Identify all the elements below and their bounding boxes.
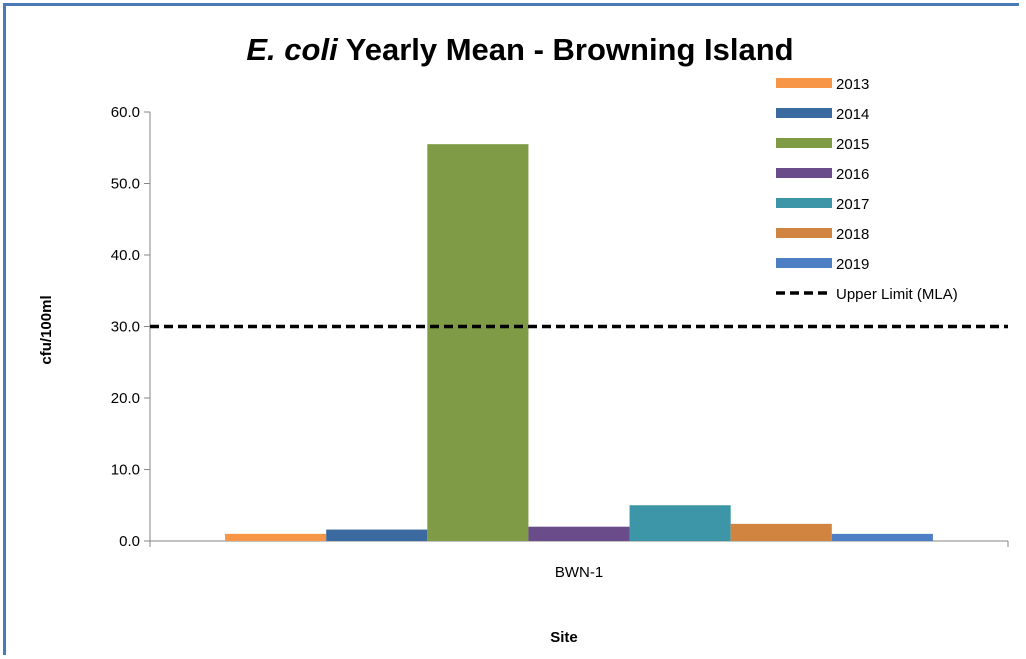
bar-2013: [225, 533, 327, 541]
legend-swatch-2018: [776, 228, 832, 238]
y-tick-label: 50.0: [111, 176, 140, 193]
bar-2015: [427, 144, 529, 542]
legend-swatch-2016: [776, 168, 832, 178]
legend-swatch-2013: [776, 78, 832, 88]
legend-label-2013: 2013: [836, 76, 869, 93]
y-tick-label: 60.0: [111, 104, 140, 121]
y-tick-label: 10.0: [111, 462, 140, 479]
y-tick-label: 30.0: [111, 319, 140, 336]
bar-2016: [528, 526, 630, 541]
chart-title-rest: Yearly Mean - Browning Island: [338, 32, 794, 67]
x-tick-label: BWN-1: [555, 564, 603, 581]
y-tick-label: 40.0: [111, 247, 140, 264]
legend-label-2015: 2015: [836, 136, 869, 153]
legend-label-upper-limit: Upper Limit (MLA): [836, 286, 958, 303]
legend-swatch-2019: [776, 258, 832, 268]
axes: 0.0 10.0 20.0 30.0 40.0 50.0 60.0 BWN-1: [111, 104, 1009, 581]
y-tick-label: 20.0: [111, 390, 140, 407]
legend-label-2018: 2018: [836, 226, 869, 243]
bar-2018: [730, 523, 832, 541]
y-axis-title: cfu/100ml: [38, 295, 55, 364]
chart-title-italic: E. coli: [246, 32, 339, 67]
bar-2014: [326, 529, 428, 541]
x-axis-title: Site: [550, 629, 578, 646]
legend-swatch-2017: [776, 198, 832, 208]
bar-2017: [629, 505, 731, 541]
legend-label-2017: 2017: [836, 196, 869, 213]
chart-title: E. coli Yearly Mean - Browning Island: [246, 32, 793, 67]
bar-2019: [831, 533, 933, 541]
legend-label-2016: 2016: [836, 166, 869, 183]
bars: [225, 144, 933, 542]
legend-label-2014: 2014: [836, 106, 869, 123]
legend-swatch-2015: [776, 138, 832, 148]
legend: 2013 2014 2015 2016 2017 2018 2019 Upper Limit …: [776, 76, 958, 303]
legend-swatch-2014: [776, 108, 832, 118]
y-tick-label: 0.0: [119, 533, 140, 550]
legend-label-2019: 2019: [836, 256, 869, 273]
